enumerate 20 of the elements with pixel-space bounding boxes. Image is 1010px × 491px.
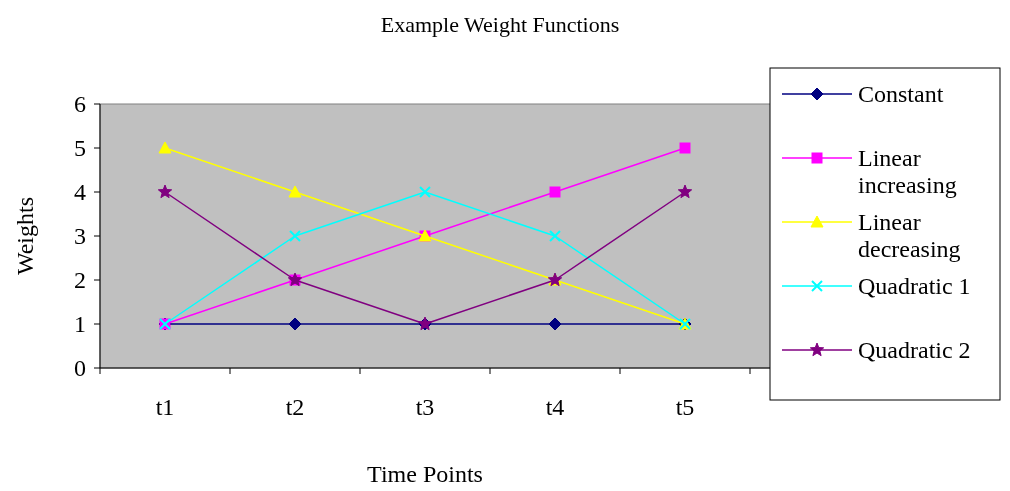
y-tick-label: 0 [74, 355, 86, 382]
y-tick-label: 5 [74, 135, 86, 162]
y-axis-title: Weights [12, 196, 38, 276]
legend-label: Quadratic 1 [858, 273, 971, 300]
y-tick-label: 1 [74, 311, 86, 338]
x-axis-title: Time Points [367, 461, 483, 487]
y-tick-label: 2 [74, 267, 86, 294]
legend-label: Quadratic 2 [858, 337, 971, 364]
x-tick-label: t5 [675, 394, 695, 420]
legend-label: Constant [858, 81, 944, 108]
legend-label: Linear decreasing [858, 209, 961, 262]
x-tick-label: t1 [155, 394, 175, 420]
x-tick-label: t2 [285, 394, 305, 420]
y-tick-label: 3 [74, 223, 86, 250]
x-tick-label: t3 [415, 394, 435, 420]
y-tick-label: 4 [74, 179, 86, 206]
y-tick-label: 6 [74, 91, 86, 118]
x-tick-label: t4 [545, 394, 565, 420]
legend-label: Linear increasing [858, 145, 957, 198]
chart-title: Example Weight Functions [380, 12, 620, 37]
